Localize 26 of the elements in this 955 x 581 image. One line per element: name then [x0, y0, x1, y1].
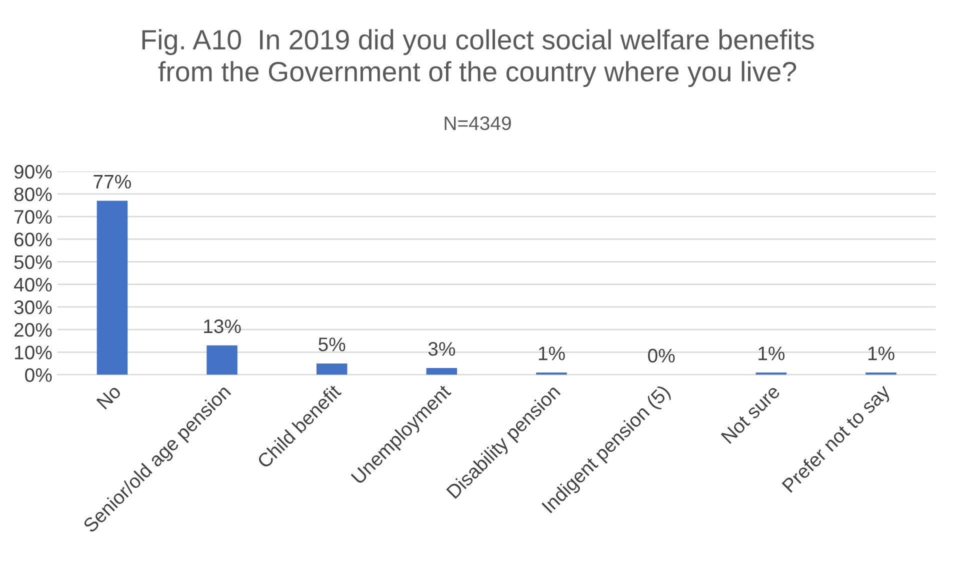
data-label: 0%: [648, 348, 675, 363]
chart-subtitle: N=4349: [444, 116, 511, 130]
y-tick-label: 30%: [14, 300, 52, 314]
data-label: 77%: [94, 174, 131, 189]
bar: [206, 345, 238, 375]
y-tick-label: 10%: [15, 346, 52, 360]
data-label: 13%: [204, 319, 241, 334]
y-tick-label: 40%: [14, 278, 52, 292]
y-tick-label: 80%: [14, 187, 52, 202]
y-tick-label: 90%: [14, 164, 52, 179]
data-label: 5%: [318, 338, 346, 352]
x-tick-label: Not sure: [720, 384, 781, 444]
data-label: 1%: [538, 346, 565, 360]
bar: [316, 363, 348, 375]
y-tick-label: 50%: [14, 255, 52, 270]
data-label: 1%: [758, 346, 785, 360]
data-label: 1%: [868, 346, 894, 360]
x-tick-label: No: [96, 384, 122, 410]
bar: [96, 200, 128, 375]
y-tick-label: 0%: [25, 368, 52, 382]
bar: [426, 368, 458, 375]
y-tick-label: 70%: [14, 210, 52, 224]
y-tick-label: 20%: [14, 323, 52, 337]
y-tick-label: 60%: [14, 232, 52, 246]
data-label: 3%: [428, 342, 456, 356]
chart-title: Fig. A10 In 2019 did you collect social welfare benefits from the Government of the country where you live?: [142, 29, 814, 88]
